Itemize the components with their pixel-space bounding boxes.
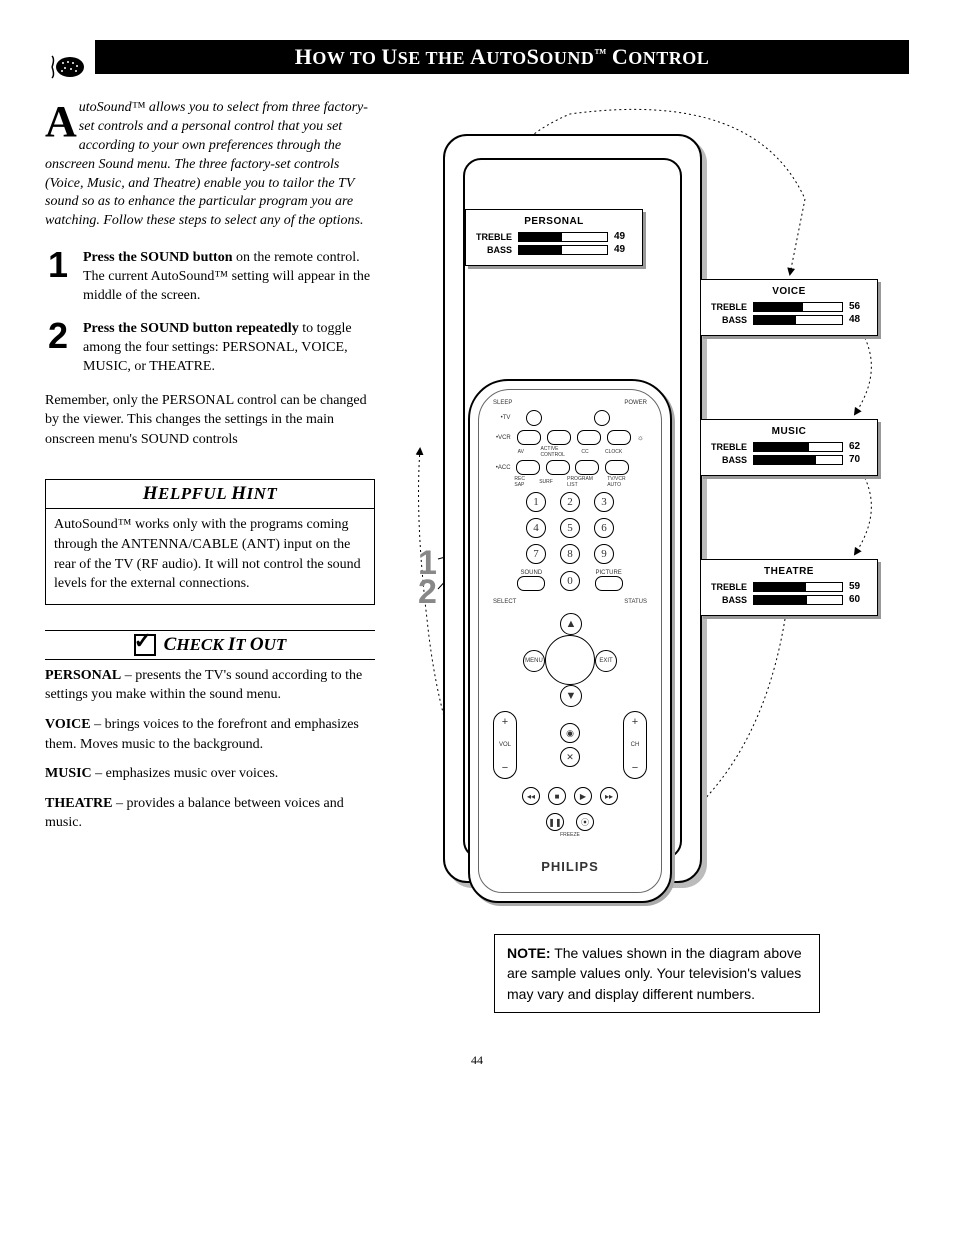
popup-title: VOICE xyxy=(709,286,869,297)
menu-button[interactable]: MENU xyxy=(523,650,545,672)
step: 1 Press the SOUND button on the remote c… xyxy=(45,249,375,306)
page-title-bar: HOW TO USE THE AUTOSOUND™ CONTROL xyxy=(95,40,909,74)
remember-text: Remember, only the PERSONAL control can … xyxy=(45,391,375,450)
popup-title: THEATRE xyxy=(709,566,869,577)
ch-rocker[interactable]: +CH− xyxy=(623,711,647,779)
helpful-hint-box: HELPFUL HINT AutoSound™ works only with … xyxy=(45,479,375,604)
helpful-hint-body: AutoSound™ works only with the programs … xyxy=(46,509,374,603)
rewind-button[interactable]: ◂◂ xyxy=(522,787,540,805)
num-7-button[interactable]: 7 xyxy=(526,544,546,564)
step-callouts: 1 2 xyxy=(418,549,437,607)
sound-popup: THEATRE TREBLE 59 BASS 60 xyxy=(700,559,878,616)
clock-button[interactable] xyxy=(607,430,631,445)
bass-row: BASS 49 xyxy=(474,244,634,255)
dropcap: A xyxy=(45,99,79,140)
helpful-hint-title: HELPFUL HINT xyxy=(46,480,374,509)
ffwd-button[interactable]: ▸▸ xyxy=(600,787,618,805)
sleep-button[interactable] xyxy=(526,410,542,426)
check-it-out-body: PERSONAL – presents the TV's sound accor… xyxy=(45,660,375,843)
checkmark-icon xyxy=(134,634,156,656)
popup-title: MUSIC xyxy=(709,426,869,437)
step-number: 1 xyxy=(45,249,71,306)
check-item: VOICE – brings voices to the forefront a… xyxy=(45,715,375,754)
bass-row: BASS 48 xyxy=(709,314,869,325)
treble-row: TREBLE 59 xyxy=(709,581,869,592)
num-6-button[interactable]: 6 xyxy=(594,518,614,538)
active-control-button[interactable] xyxy=(547,430,571,445)
intro-paragraph: AutoSound™ allows you to select from thr… xyxy=(45,99,375,231)
exit-button[interactable]: EXIT xyxy=(595,650,617,672)
num-3-button[interactable]: 3 xyxy=(594,492,614,512)
check-item: THEATRE – provides a balance between voi… xyxy=(45,794,375,833)
dpad-down[interactable]: ▼ xyxy=(560,685,582,707)
page-title: HOW TO USE THE AUTOSOUND™ CONTROL xyxy=(295,48,710,68)
sound-popup: PERSONAL TREBLE 49 BASS 49 xyxy=(465,209,643,266)
remote-control: SLEEPPOWER •TV •VCR xyxy=(468,379,672,903)
power-button[interactable] xyxy=(594,410,610,426)
note-text: The values shown in the diagram above ar… xyxy=(507,945,802,1002)
program-button[interactable] xyxy=(575,460,599,475)
step-body: Press the SOUND button repeatedly to tog… xyxy=(83,320,375,377)
tvvcr-auto-button[interactable] xyxy=(605,460,629,475)
num-0-button[interactable]: 0 xyxy=(560,571,580,591)
check-item: MUSIC – emphasizes music over voices. xyxy=(45,764,375,784)
pause-button[interactable]: ❚❚ xyxy=(546,813,564,831)
sound-button[interactable] xyxy=(517,576,545,591)
freeze-button[interactable]: ⦿ xyxy=(576,813,594,831)
sound-popup: MUSIC TREBLE 62 BASS 70 xyxy=(700,419,878,476)
step-number: 2 xyxy=(45,320,71,377)
dpad-up[interactable]: ▲ xyxy=(560,613,582,635)
page-icon xyxy=(50,54,86,85)
vol-rocker[interactable]: +VOL− xyxy=(493,711,517,779)
surf-button[interactable] xyxy=(546,460,570,475)
check-it-out-title-row: CHECK IT OUT xyxy=(45,630,375,660)
popup-title: PERSONAL xyxy=(474,216,634,227)
picture-button[interactable] xyxy=(595,576,623,591)
bass-row: BASS 70 xyxy=(709,454,869,465)
dpad: ▲ ▼ MENU EXIT xyxy=(525,615,615,705)
mute-button[interactable]: ✕ xyxy=(560,747,580,767)
num-9-button[interactable]: 9 xyxy=(594,544,614,564)
sound-popup: VOICE TREBLE 56 BASS 48 xyxy=(700,279,878,336)
num-1-button[interactable]: 1 xyxy=(526,492,546,512)
step: 2 Press the SOUND button repeatedly to t… xyxy=(45,320,375,377)
rec-sap-button[interactable] xyxy=(516,460,540,475)
diagram: PERSONAL TREBLE 49 BASS 49 VOICE TREBLE … xyxy=(405,99,909,919)
note-label: NOTE: xyxy=(507,945,551,961)
step-body: Press the SOUND button on the remote con… xyxy=(83,249,375,306)
check-item: PERSONAL – presents the TV's sound accor… xyxy=(45,666,375,705)
remote-brand: PHILIPS xyxy=(541,859,599,874)
center-button[interactable]: ◉ xyxy=(560,723,580,743)
treble-row: TREBLE 62 xyxy=(709,441,869,452)
num-4-button[interactable]: 4 xyxy=(526,518,546,538)
check-it-out-title: CHECK IT OUT xyxy=(164,634,287,656)
treble-row: TREBLE 49 xyxy=(474,231,634,242)
num-8-button[interactable]: 8 xyxy=(560,544,580,564)
av-button[interactable] xyxy=(517,430,541,445)
treble-row: TREBLE 56 xyxy=(709,301,869,312)
page-number: 44 xyxy=(45,1053,909,1068)
stop-button[interactable]: ■ xyxy=(548,787,566,805)
bass-row: BASS 60 xyxy=(709,594,869,605)
note-box: NOTE: The values shown in the diagram ab… xyxy=(494,934,820,1013)
cc-button[interactable] xyxy=(577,430,601,445)
num-5-button[interactable]: 5 xyxy=(560,518,580,538)
play-button[interactable]: ▶ xyxy=(574,787,592,805)
num-2-button[interactable]: 2 xyxy=(560,492,580,512)
